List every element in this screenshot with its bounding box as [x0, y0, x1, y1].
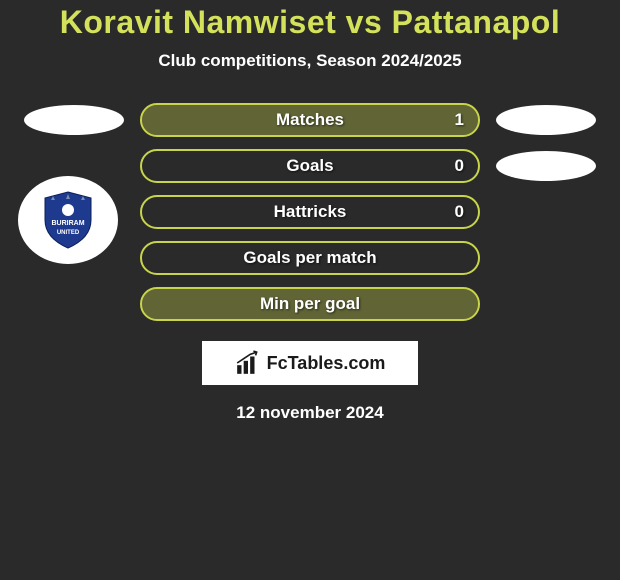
value-ellipse	[24, 105, 124, 135]
stat-bar: Goals 0	[140, 149, 480, 183]
stat-value: 0	[455, 202, 464, 222]
club-badge-left: BURIRAM UNITED	[18, 176, 122, 280]
value-ellipse	[496, 105, 596, 135]
stat-label: Goals	[286, 156, 333, 176]
right-value-slot	[490, 195, 600, 229]
svg-text:UNITED: UNITED	[57, 230, 80, 236]
right-value-slot	[490, 103, 600, 137]
bar-chart-icon	[235, 350, 261, 376]
stat-bar: Min per goal	[140, 287, 480, 321]
page-title: Koravit Namwiset vs Pattanapol	[0, 4, 620, 41]
brand-text: FcTables.com	[267, 353, 386, 374]
left-value-slot	[20, 103, 130, 137]
stat-bar: Matches 1	[140, 103, 480, 137]
stat-value: 1	[455, 110, 464, 130]
subtitle: Club competitions, Season 2024/2025	[0, 51, 620, 71]
stat-row: Matches 1	[0, 103, 620, 137]
stat-label: Hattricks	[274, 202, 347, 222]
right-value-slot	[490, 287, 600, 321]
stat-bar: Hattricks 0	[140, 195, 480, 229]
stat-label: Goals per match	[243, 248, 376, 268]
date-text: 12 november 2024	[0, 403, 620, 423]
stat-row: Min per goal	[0, 287, 620, 321]
stat-label: Matches	[276, 110, 344, 130]
brand-box[interactable]: FcTables.com	[202, 341, 418, 385]
left-value-slot	[20, 287, 130, 321]
buriram-crest-icon: BURIRAM UNITED	[41, 190, 95, 250]
stat-value: 0	[455, 156, 464, 176]
right-value-slot	[490, 241, 600, 275]
stat-bar: Goals per match	[140, 241, 480, 275]
svg-text:BURIRAM: BURIRAM	[51, 220, 84, 227]
value-ellipse	[496, 151, 596, 181]
stat-label: Min per goal	[260, 294, 360, 314]
right-value-slot	[490, 149, 600, 183]
